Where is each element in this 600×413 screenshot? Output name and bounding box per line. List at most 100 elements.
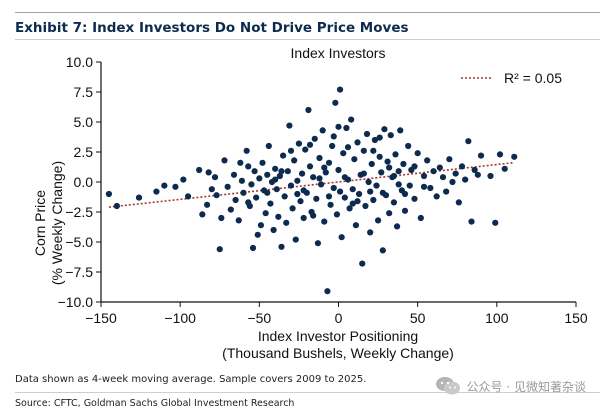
- data-point: [355, 190, 363, 198]
- data-point: [205, 169, 212, 176]
- data-point: [300, 187, 307, 194]
- data-point: [352, 222, 360, 229]
- data-point: [335, 166, 342, 174]
- data-point: [370, 196, 377, 204]
- data-point: [230, 171, 238, 178]
- data-point: [325, 193, 333, 200]
- data-point: [439, 174, 447, 181]
- y-tick-label: 7.5: [74, 84, 94, 100]
- data-point: [360, 170, 367, 177]
- data-point: [477, 152, 485, 159]
- x-tick-label: 0: [335, 310, 343, 326]
- data-point: [313, 195, 320, 202]
- y-tick-label: −2.5: [65, 204, 93, 220]
- data-point: [289, 205, 296, 212]
- data-point: [367, 229, 374, 236]
- data-point: [392, 151, 399, 158]
- data-point: [443, 188, 450, 195]
- footnote: Data shown as 4-week moving average. Sam…: [15, 374, 367, 385]
- data-point: [354, 198, 361, 205]
- data-point: [161, 182, 168, 189]
- data-point: [319, 127, 326, 134]
- data-point: [203, 201, 211, 208]
- data-point: [381, 126, 388, 133]
- data-point: [199, 211, 206, 218]
- data-point: [302, 146, 309, 153]
- data-point: [351, 156, 358, 163]
- data-point: [153, 188, 160, 195]
- x-tick-label: 150: [564, 310, 588, 326]
- data-point: [105, 190, 113, 198]
- data-point: [430, 168, 437, 175]
- scatter-chart: Index Investors Corn Price (% Weekly Cha…: [32, 45, 588, 361]
- data-point: [172, 183, 179, 190]
- y-axis-label-line-2: (% Weekly Change): [49, 161, 65, 285]
- data-point: [232, 196, 239, 204]
- data-point: [317, 181, 325, 188]
- data-point: [386, 164, 393, 171]
- data-point: [279, 152, 287, 159]
- data-point: [240, 189, 247, 196]
- data-point: [314, 240, 322, 247]
- data-point: [417, 214, 424, 222]
- data-point: [511, 153, 518, 160]
- data-point: [354, 139, 361, 146]
- data-point: [249, 244, 257, 252]
- data-point: [327, 201, 334, 208]
- data-point: [298, 170, 306, 177]
- data-point: [287, 147, 295, 154]
- data-point: [294, 190, 301, 198]
- data-point: [452, 170, 459, 177]
- data-point: [276, 172, 284, 180]
- data-point: [262, 210, 269, 217]
- data-point: [180, 176, 187, 183]
- data-point: [267, 200, 274, 207]
- data-point: [306, 141, 314, 148]
- data-point: [387, 132, 394, 139]
- data-point: [405, 142, 412, 150]
- data-point: [218, 214, 225, 222]
- data-point: [184, 193, 192, 200]
- data-point: [341, 194, 348, 201]
- y-tick-label: −5.0: [65, 234, 93, 250]
- data-point: [332, 99, 339, 106]
- data-point: [253, 194, 260, 201]
- data-point: [378, 169, 385, 176]
- y-axis-label-line-1: Corn Price: [32, 190, 48, 256]
- data-point: [379, 189, 386, 196]
- source-line: Source: CFTC, Goldman Sachs Global Inves…: [15, 398, 295, 409]
- data-point: [265, 142, 272, 150]
- data-point: [286, 122, 293, 129]
- data-point: [264, 171, 271, 178]
- data-point: [433, 193, 440, 200]
- data-point: [216, 246, 223, 253]
- data-point: [427, 184, 434, 192]
- exhibit-title: Exhibit 7: Index Investors Do Not Drive …: [15, 20, 409, 36]
- data-point: [349, 186, 356, 193]
- y-axis-label: Corn Price (% Weekly Change): [32, 161, 65, 285]
- data-point: [393, 223, 401, 230]
- data-point: [283, 219, 290, 226]
- data-point: [338, 234, 345, 241]
- data-point: [196, 166, 203, 174]
- data-point: [272, 165, 279, 172]
- x-tick-label: 50: [410, 310, 426, 326]
- data-point: [373, 182, 380, 189]
- data-point: [251, 168, 258, 175]
- y-tick-label: −7.5: [65, 264, 93, 280]
- x-axis-label-line-2: (Thousand Bushels, Weekly Change): [222, 345, 454, 361]
- data-point: [343, 124, 350, 132]
- chart-title: Index Investors: [291, 45, 386, 61]
- data-point: [311, 135, 318, 142]
- data-point: [424, 157, 431, 164]
- legend: R² = 0.05: [461, 70, 562, 86]
- data-point: [390, 172, 398, 180]
- y-tick-label: 2.5: [74, 144, 94, 160]
- data-point: [455, 199, 462, 206]
- data-point: [458, 163, 466, 170]
- data-point: [297, 198, 304, 205]
- data-point: [362, 202, 369, 210]
- data-point: [471, 166, 478, 174]
- data-point: [465, 138, 472, 145]
- data-point: [360, 147, 367, 154]
